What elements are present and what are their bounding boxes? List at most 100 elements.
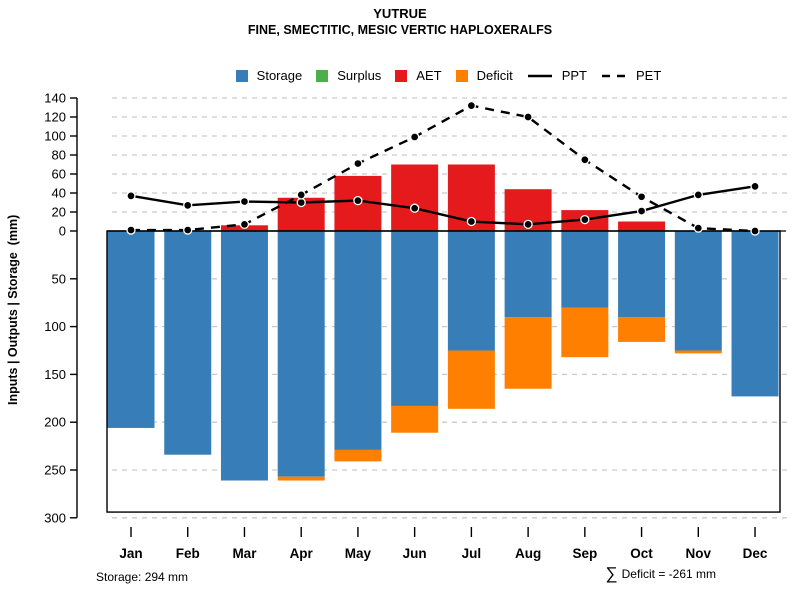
storage-bar-Jan [107, 231, 155, 428]
sigma-symbol: ∑ [605, 564, 618, 583]
y-tick-label: 300 [44, 510, 66, 525]
storage-bar-Dec [731, 231, 779, 397]
storage-bar-Nov [674, 231, 722, 351]
ppt-line [130, 185, 756, 226]
storage-bar-Sep [561, 231, 609, 308]
ppt-line-swatch-icon [527, 74, 552, 77]
surplus-color-swatch-icon [316, 69, 329, 82]
aet-bar-Jun [391, 164, 439, 231]
legend-item-ppt: PPT [527, 68, 587, 83]
chart-title: YUTRUE [373, 6, 427, 21]
legend-item-storage: Storage [235, 68, 303, 83]
y-tick-label: 150 [44, 367, 66, 382]
deficit-bar-Oct [618, 317, 666, 342]
month-label-Jan: Jan [119, 546, 142, 561]
ppt-point-Nov [693, 190, 703, 200]
legend-label: Deficit [476, 68, 513, 83]
pet-line [131, 104, 756, 233]
legend-item-surplus: Surplus [316, 68, 381, 83]
y-tick-label: 250 [44, 463, 66, 478]
pet-point-Jan [126, 225, 136, 235]
legend-label: Storage [256, 68, 303, 83]
legend-item-deficit: Deficit [455, 68, 513, 83]
month-label-Sep: Sep [572, 546, 597, 561]
pet-point-Nov [693, 223, 703, 233]
ppt-point-Feb [183, 200, 193, 211]
storage-panel-box [106, 230, 781, 513]
deficit-sum-text: Deficit = -261 mm [621, 566, 716, 581]
month-label-Aug: Aug [515, 546, 541, 561]
y-tick-label: 100 [44, 319, 66, 334]
pet-point-Aug [523, 112, 533, 122]
y-tick-label: 120 [44, 110, 66, 125]
deficit-bar-Sep [561, 307, 609, 358]
deficit-bars [277, 307, 722, 481]
ppt-point-Sep [580, 214, 590, 225]
legend-label: PPT [561, 68, 588, 83]
deficit-bar-Nov [674, 350, 722, 354]
pet-point-Jun [409, 132, 420, 142]
x-axis: Jan Feb Mar Apr May Jun Jul Aug Sep Oct Nov Dec [119, 527, 768, 561]
month-label-Mar: Mar [232, 546, 257, 561]
month-label-May: May [345, 546, 372, 561]
pet-point-Oct [636, 192, 647, 202]
chart-subtitle: FINE, SMECTITIC, MESIC VERTIC HAPLOXERAL… [247, 22, 553, 37]
deficit-bar-Jun [391, 405, 439, 433]
y-tick-label: 20 [52, 205, 66, 220]
storage-bar-Aug [504, 231, 552, 318]
storage-bar-Apr [277, 231, 325, 477]
y-tick-label: 0 [59, 224, 66, 239]
storage-bar-Feb [164, 231, 212, 455]
month-label-Oct: Oct [630, 546, 653, 561]
pet-point-Apr [296, 190, 306, 200]
month-label-Nov: Nov [686, 546, 712, 561]
y-tick-label: 50 [52, 271, 66, 286]
chart-header: YUTRUE FINE, SMECTITIC, MESIC VERTIC HAP… [0, 6, 800, 38]
pet-point-May [353, 158, 363, 169]
deficit-color-swatch-icon [455, 69, 468, 82]
pet-point-Mar [239, 219, 250, 230]
ppt-point-Mar [239, 196, 250, 207]
storage-annotation: Storage: 294 mm [96, 570, 189, 584]
chart-legend: Storage Surplus AET Deficit PPT PET [107, 68, 790, 83]
ppt-point-Aug [523, 219, 533, 230]
aet-bar-Oct [618, 221, 666, 231]
storage-bar-Jul [447, 231, 495, 351]
month-label-Jun: Jun [403, 546, 427, 561]
deficit-bar-Apr [277, 476, 325, 481]
month-label-Jul: Jul [462, 546, 482, 561]
ppt-point-Jan [126, 191, 136, 201]
legend-label: AET [416, 68, 442, 83]
storage-bar-Oct [618, 231, 666, 318]
aet-color-swatch-icon [395, 69, 408, 82]
month-label-Feb: Feb [176, 546, 200, 561]
y-tick-label: 100 [44, 129, 66, 144]
storage-bar-Mar [220, 231, 268, 481]
pet-point-Jul [466, 100, 477, 111]
deficit-sum-annotation: ∑ Deficit = -261 mm [606, 565, 716, 582]
y-tick-label: 40 [52, 186, 66, 201]
legend-item-aet: AET [395, 68, 442, 83]
storage-bar-Jun [391, 231, 439, 406]
legend-label: Surplus [337, 68, 382, 83]
deficit-bar-May [334, 449, 382, 462]
month-label-Apr: Apr [290, 546, 314, 561]
data-points [126, 100, 760, 236]
ppt-point-Dec [750, 181, 760, 192]
ppt-point-Jul [466, 216, 477, 227]
legend-label: PET [636, 68, 662, 83]
pet-point-Sep [580, 155, 590, 165]
pet-point-Dec [750, 226, 760, 236]
deficit-bar-Aug [504, 317, 552, 389]
storage-bars [107, 231, 779, 481]
storage-bar-May [334, 231, 382, 450]
pet-point-Feb [183, 225, 193, 235]
y-tick-label: 60 [52, 167, 66, 182]
y-tick-label: 80 [52, 148, 66, 163]
storage-color-swatch-icon [235, 69, 248, 82]
y-tick-label: 140 [44, 91, 66, 106]
ppt-point-Apr [296, 197, 306, 208]
pet-line-swatch-icon [602, 74, 627, 77]
